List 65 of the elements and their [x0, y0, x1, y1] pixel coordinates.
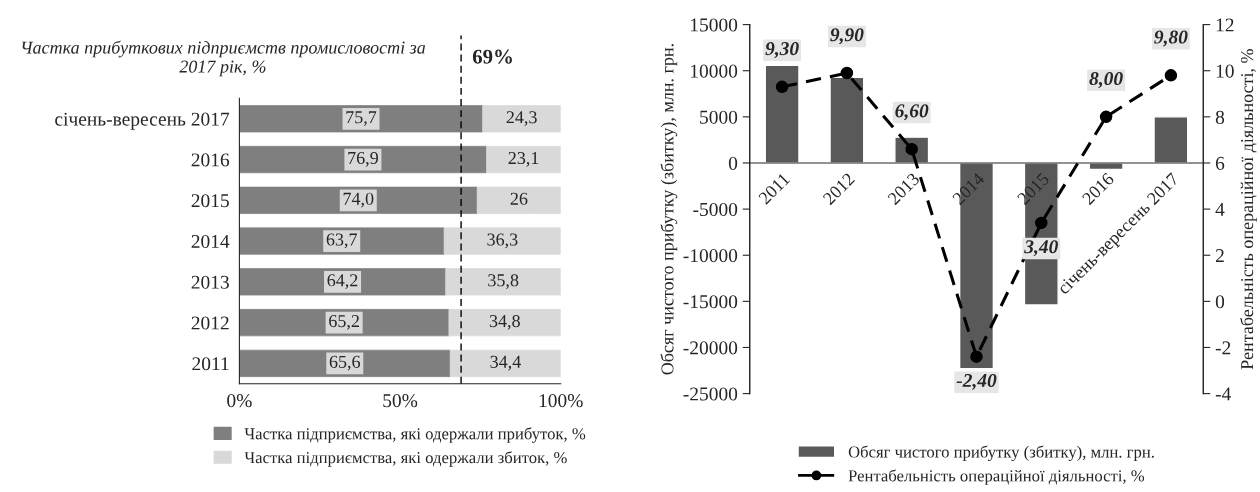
- y-tick-label: -20000: [683, 341, 738, 355]
- data-label: 75,7: [346, 111, 377, 126]
- x-tick-label: 50%: [383, 394, 418, 408]
- y2-tick-label: 12: [1216, 18, 1234, 32]
- point: [775, 80, 789, 94]
- y2-tick-label: -4: [1215, 387, 1231, 401]
- data-label: 74,0: [343, 192, 374, 208]
- data-label: 6,60: [895, 104, 929, 121]
- y-tick-label: 2011: [192, 357, 229, 371]
- bar: [1153, 116, 1189, 164]
- data-label: 65,2: [329, 315, 359, 330]
- point: [1099, 110, 1113, 124]
- data-label: 34,8: [489, 314, 520, 330]
- ref-line-label: 69%: [472, 49, 512, 64]
- y-tick-label: 2016: [191, 153, 230, 167]
- x-tick-label: 100%: [539, 394, 583, 408]
- legend-label: Рентабельність операційної діяльності, %: [848, 469, 1145, 485]
- data-label: 9,80: [1154, 30, 1188, 47]
- y-tick-label: 5000: [700, 110, 738, 124]
- y2-axis-title: Рентабельність операційної діяльності, %: [1240, 49, 1257, 370]
- data-label: 3,40: [1024, 240, 1058, 257]
- point: [1035, 216, 1048, 230]
- data-label: 26: [510, 192, 528, 205]
- data-label: 8,00: [1089, 72, 1123, 88]
- y-tick-label: січень-вересень 2017: [55, 112, 230, 130]
- data-label: 63,7: [326, 233, 358, 249]
- data-label: 9,30: [765, 42, 799, 58]
- data-label: 64,2: [327, 274, 358, 289]
- y-tick-label: 0: [728, 156, 738, 170]
- data-label: -2,40: [956, 373, 997, 390]
- y-tick-label: -5000: [693, 202, 738, 217]
- y-tick-label: 10000: [690, 64, 738, 78]
- y-tick-label: 15000: [690, 18, 738, 32]
- data-label: 34,4: [490, 355, 521, 371]
- data-label: 76,9: [348, 151, 378, 167]
- legend-label: Частка підприємства, які одержали збиток, %: [244, 451, 567, 467]
- y-tick-label: 2012: [191, 316, 229, 330]
- y2-tick-label: 2: [1215, 249, 1224, 262]
- legend-label: Частка підприємства, які одержали прибуток, %: [244, 427, 586, 443]
- data-label: 24,3: [506, 111, 537, 126]
- y-tick-label: -25000: [683, 387, 738, 401]
- text: Частка прибуткових підприємств промисловості за 2017 рік, %: [22, 40, 426, 77]
- bar: [764, 64, 800, 164]
- y2-tick-label: 10: [1216, 64, 1234, 78]
- y2-tick-label: 6: [1215, 156, 1225, 170]
- data-label: 9,90: [830, 28, 864, 45]
- y-tick-label: 2014: [191, 234, 230, 249]
- point: [970, 350, 983, 363]
- bar: [829, 76, 865, 164]
- data-label: 23,1: [508, 151, 539, 167]
- point: [1164, 69, 1178, 82]
- data-label: 35,8: [488, 274, 519, 289]
- y2-tick-label: 8: [1215, 110, 1225, 124]
- legend-label: Обсяг чистого прибутку (збитку), млн. грн.: [848, 445, 1154, 462]
- y2-tick-label: 0: [1215, 295, 1225, 309]
- y-axis-title: Обсяг чистого прибутку (збитку), млн. грн.: [660, 44, 678, 375]
- point: [840, 66, 854, 80]
- y-tick-label: -15000: [683, 295, 738, 309]
- y-tick-label: 2013: [191, 275, 229, 289]
- data-label: 65,6: [329, 355, 361, 371]
- y2-tick-label: -2: [1215, 341, 1231, 355]
- y-tick-label: -10000: [683, 249, 738, 263]
- y2-tick-label: 4: [1215, 203, 1225, 216]
- x-tick-label: 0%: [227, 394, 252, 408]
- data-label: 36,3: [487, 233, 518, 249]
